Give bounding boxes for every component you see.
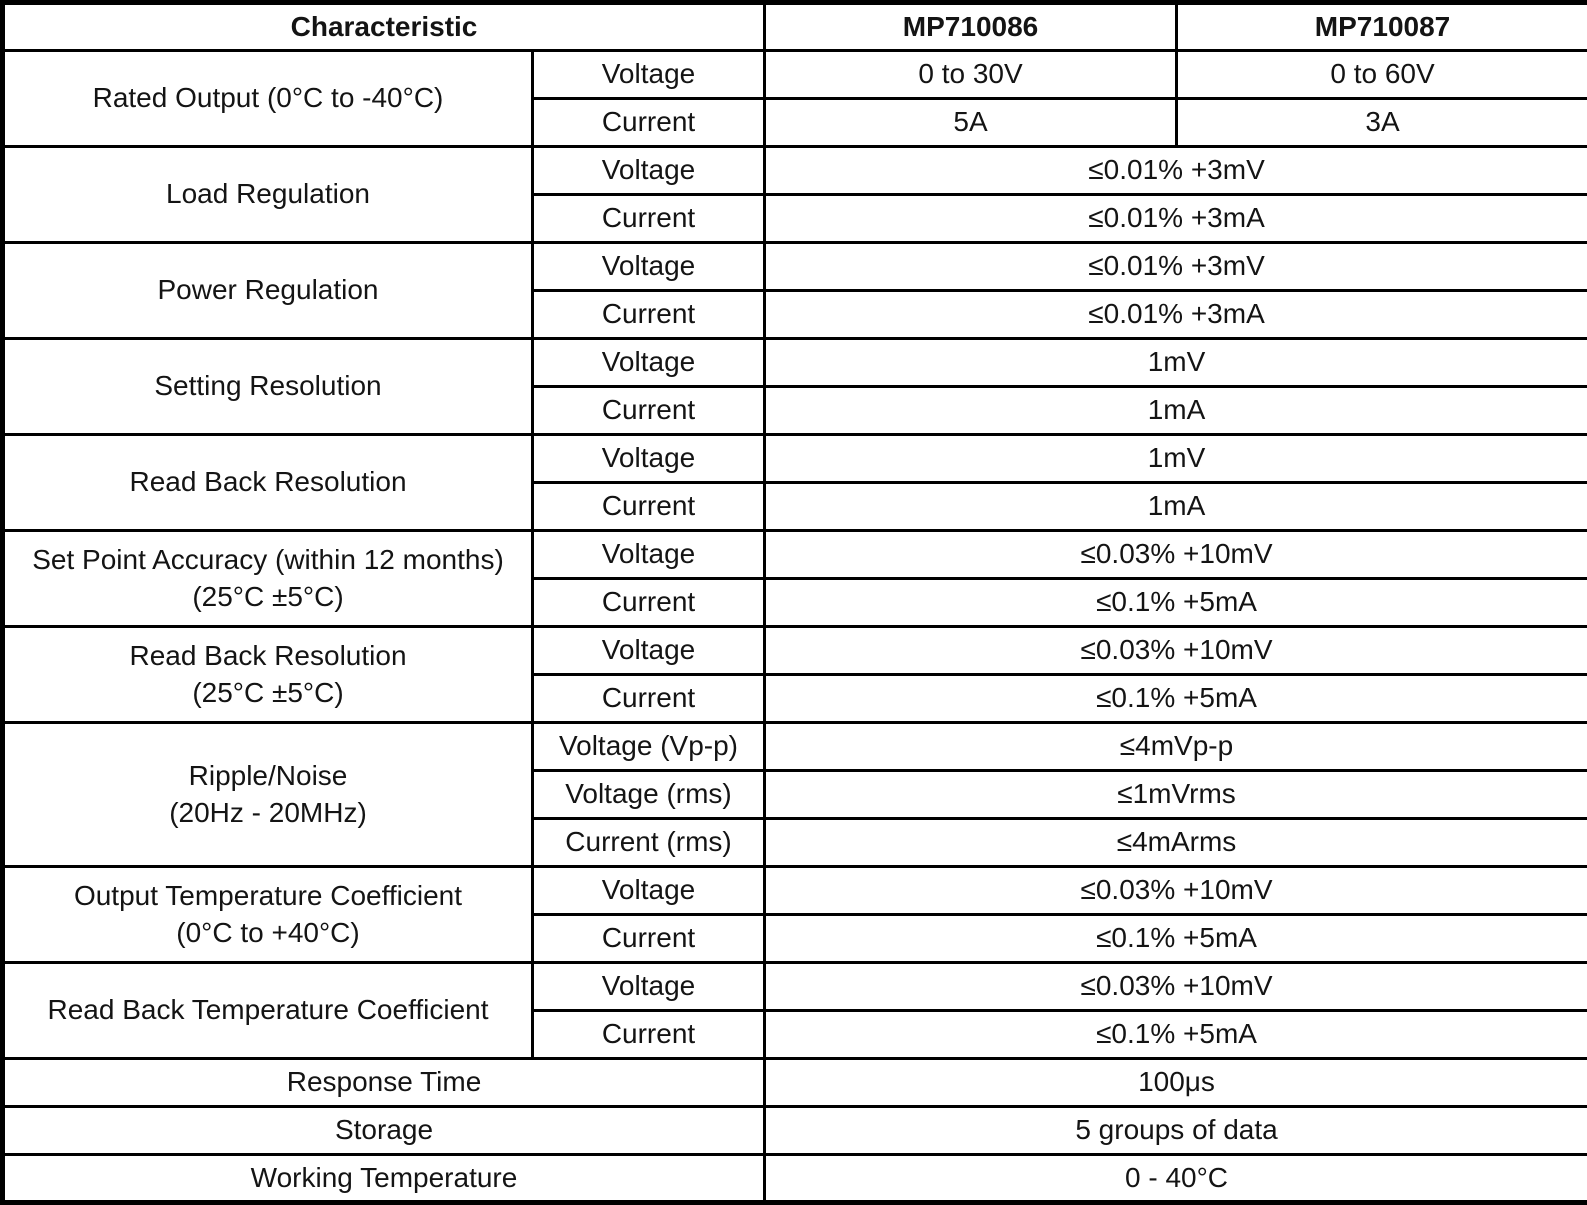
sub-label-cell: Current <box>533 1011 765 1059</box>
group-label-read-back-temp-coefficient: Read Back Temperature Coefficient <box>3 963 533 1059</box>
group-label-set-point-accuracy: Set Point Accuracy (within 12 months) (2… <box>3 531 533 627</box>
value-cell-mp710086: 0 to 30V <box>765 51 1177 99</box>
value-cell: ≤0.01% +3mA <box>765 195 1587 243</box>
table-row: Read Back Resolution Voltage 1mV <box>3 435 1587 483</box>
sub-label-cell: Voltage <box>533 531 765 579</box>
value-cell: ≤0.01% +3mV <box>765 243 1587 291</box>
table-row: Rated Output (0°C to -40°C) Voltage 0 to… <box>3 51 1587 99</box>
sub-label-cell: Current <box>533 291 765 339</box>
sub-label-cell: Current <box>533 195 765 243</box>
sub-label-cell: Current <box>533 579 765 627</box>
sub-label-cell: Current <box>533 483 765 531</box>
group-label-read-back-resolution-25c: Read Back Resolution (25°C ±5°C) <box>3 627 533 723</box>
group-label-ripple-noise: Ripple/Noise (20Hz - 20MHz) <box>3 723 533 867</box>
value-cell-mp710087: 0 to 60V <box>1177 51 1587 99</box>
group-label-power-regulation: Power Regulation <box>3 243 533 339</box>
value-cell: ≤0.1% +5mA <box>765 1011 1587 1059</box>
table-header-row: Characteristic MP710086 MP710087 <box>3 3 1587 51</box>
value-cell: ≤1mVrms <box>765 771 1587 819</box>
table-row: Working Temperature 0 - 40°C <box>3 1155 1587 1203</box>
table-row: Output Temperature Coefficient (0°C to +… <box>3 867 1587 915</box>
sub-label-cell: Voltage <box>533 963 765 1011</box>
table-row: Ripple/Noise (20Hz - 20MHz) Voltage (Vp-… <box>3 723 1587 771</box>
value-cell: ≤0.03% +10mV <box>765 531 1587 579</box>
sub-label-cell: Voltage <box>533 243 765 291</box>
sub-label-cell: Voltage <box>533 339 765 387</box>
sub-label-cell: Voltage <box>533 51 765 99</box>
value-cell: ≤0.1% +5mA <box>765 675 1587 723</box>
value-cell: ≤0.1% +5mA <box>765 579 1587 627</box>
value-cell: 5 groups of data <box>765 1107 1587 1155</box>
value-cell: 100μs <box>765 1059 1587 1107</box>
value-cell: ≤0.1% +5mA <box>765 915 1587 963</box>
sub-label-cell: Current <box>533 915 765 963</box>
header-model-mp710086: MP710086 <box>765 3 1177 51</box>
table-row: Power Regulation Voltage ≤0.01% +3mV <box>3 243 1587 291</box>
table-row: Read Back Resolution (25°C ±5°C) Voltage… <box>3 627 1587 675</box>
sub-label-cell: Voltage (Vp-p) <box>533 723 765 771</box>
group-label-rated-output: Rated Output (0°C to -40°C) <box>3 51 533 147</box>
value-cell: ≤4mArms <box>765 819 1587 867</box>
sub-label-cell: Voltage <box>533 627 765 675</box>
sub-label-cell: Voltage (rms) <box>533 771 765 819</box>
group-label-setting-resolution: Setting Resolution <box>3 339 533 435</box>
sub-label-cell: Current <box>533 99 765 147</box>
table-row: Read Back Temperature Coefficient Voltag… <box>3 963 1587 1011</box>
value-cell: 1mV <box>765 339 1587 387</box>
sub-label-cell: Voltage <box>533 147 765 195</box>
sub-label-cell: Current (rms) <box>533 819 765 867</box>
value-cell: 1mA <box>765 387 1587 435</box>
table-row: Storage 5 groups of data <box>3 1107 1587 1155</box>
value-cell: ≤0.03% +10mV <box>765 627 1587 675</box>
value-cell: 0 - 40°C <box>765 1155 1587 1203</box>
sub-label-cell: Voltage <box>533 435 765 483</box>
header-model-mp710087: MP710087 <box>1177 3 1587 51</box>
sub-label-cell: Current <box>533 675 765 723</box>
value-cell: ≤0.03% +10mV <box>765 867 1587 915</box>
table-row: Response Time 100μs <box>3 1059 1587 1107</box>
header-characteristic: Characteristic <box>3 3 765 51</box>
table-row: Setting Resolution Voltage 1mV <box>3 339 1587 387</box>
value-cell-mp710087: 3A <box>1177 99 1587 147</box>
group-label-output-temp-coefficient: Output Temperature Coefficient (0°C to +… <box>3 867 533 963</box>
row-label-working-temperature: Working Temperature <box>3 1155 765 1203</box>
value-cell: ≤0.01% +3mV <box>765 147 1587 195</box>
group-label-load-regulation: Load Regulation <box>3 147 533 243</box>
row-label-storage: Storage <box>3 1107 765 1155</box>
value-cell: ≤0.01% +3mA <box>765 291 1587 339</box>
value-cell: ≤4mVp-p <box>765 723 1587 771</box>
table-row: Load Regulation Voltage ≤0.01% +3mV <box>3 147 1587 195</box>
sub-label-cell: Voltage <box>533 867 765 915</box>
value-cell-mp710086: 5A <box>765 99 1177 147</box>
group-label-read-back-resolution: Read Back Resolution <box>3 435 533 531</box>
row-label-response-time: Response Time <box>3 1059 765 1107</box>
value-cell: 1mV <box>765 435 1587 483</box>
value-cell: 1mA <box>765 483 1587 531</box>
value-cell: ≤0.03% +10mV <box>765 963 1587 1011</box>
sub-label-cell: Current <box>533 387 765 435</box>
table-row: Set Point Accuracy (within 12 months) (2… <box>3 531 1587 579</box>
